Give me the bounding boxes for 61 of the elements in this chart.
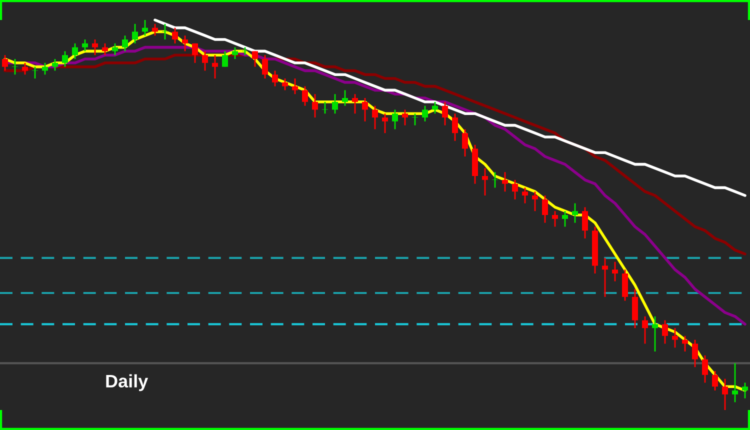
candlestick xyxy=(602,257,608,298)
candlestick xyxy=(302,86,308,106)
candlestick xyxy=(262,54,268,80)
candlestick xyxy=(122,34,128,52)
candlestick xyxy=(712,370,718,392)
candlestick xyxy=(92,38,98,56)
candlestick xyxy=(402,109,408,126)
candlestick xyxy=(552,210,558,228)
candlestick xyxy=(662,320,668,344)
candlestick xyxy=(12,58,18,76)
candlestick xyxy=(462,128,468,158)
candlestick xyxy=(82,38,88,52)
candlestick xyxy=(382,112,388,134)
candlestick xyxy=(542,194,548,224)
candlestick xyxy=(722,378,728,410)
candlestick xyxy=(252,50,258,68)
candlestick xyxy=(392,109,398,130)
candlestick xyxy=(202,50,208,72)
candlestick xyxy=(522,187,528,204)
candlestick xyxy=(742,382,748,399)
candlestick xyxy=(272,70,278,87)
candlestick xyxy=(62,50,68,68)
candlestick xyxy=(642,316,648,344)
candlestick xyxy=(502,171,508,192)
candlestick xyxy=(172,27,178,44)
candlestick xyxy=(512,179,518,200)
candlestick xyxy=(442,101,448,126)
candlestick xyxy=(612,261,618,282)
candlestick xyxy=(732,362,738,403)
candlestick xyxy=(342,90,348,106)
candlestick xyxy=(192,42,198,64)
candlestick xyxy=(532,190,538,212)
candlestick xyxy=(222,50,228,68)
candlestick xyxy=(232,46,238,60)
candlestick xyxy=(582,206,588,240)
candlestick xyxy=(372,105,378,130)
candlestick xyxy=(332,93,338,114)
candlestick xyxy=(482,168,488,196)
candlestick xyxy=(362,97,368,122)
annotation: Daily xyxy=(106,374,148,392)
candlestick xyxy=(282,78,288,91)
candlestick xyxy=(492,171,498,188)
candlestick xyxy=(572,202,578,224)
candlestick xyxy=(212,54,218,80)
candlestick xyxy=(562,210,568,228)
candlestick xyxy=(692,339,698,368)
candlestick xyxy=(452,112,458,142)
candlestick xyxy=(52,58,58,72)
candlestick xyxy=(652,316,658,352)
candlestick xyxy=(622,268,628,302)
candlestick xyxy=(182,34,188,52)
candlestick xyxy=(2,54,8,72)
candlestick xyxy=(632,288,638,329)
candlestick xyxy=(672,327,678,348)
candlestick xyxy=(702,354,708,384)
candlestick xyxy=(412,112,418,126)
candlestick xyxy=(72,42,78,60)
candlestick xyxy=(132,23,138,44)
candlestick xyxy=(352,93,358,114)
candlestick xyxy=(312,93,318,118)
candlestick xyxy=(422,105,428,122)
